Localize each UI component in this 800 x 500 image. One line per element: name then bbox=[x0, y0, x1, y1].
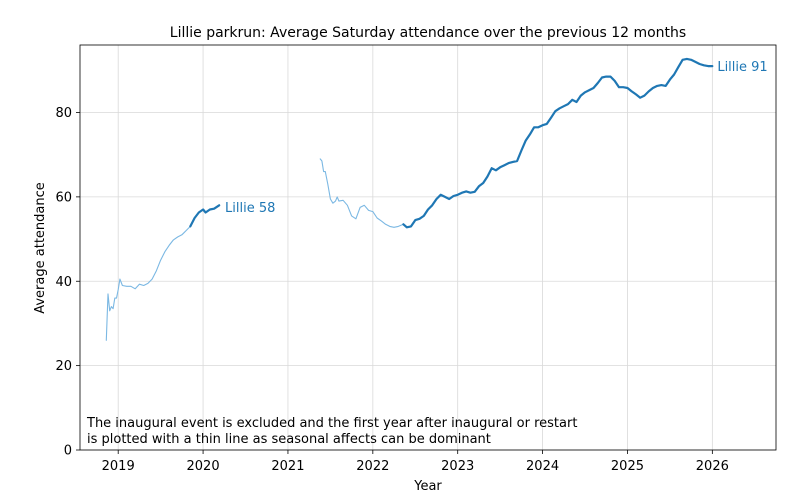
y-axis-label: Average attendance bbox=[33, 182, 48, 314]
annotation-label: Lillie 91 bbox=[717, 60, 767, 75]
x-tick-label: 2022 bbox=[356, 459, 389, 474]
chart-note-line-2: is plotted with a thin line as seasonal … bbox=[87, 432, 491, 447]
x-axis-label: Year bbox=[413, 479, 442, 494]
annotation-label: Lillie 58 bbox=[225, 201, 275, 216]
x-tick-label: 2021 bbox=[271, 459, 304, 474]
y-tick-label: 60 bbox=[55, 190, 72, 205]
series-line-1-thick bbox=[189, 204, 221, 228]
x-tick-label: 2024 bbox=[526, 459, 559, 474]
chart-annotations: Lillie 58 Lillie 91 bbox=[225, 60, 768, 216]
x-tick-label: 2020 bbox=[187, 459, 220, 474]
x-tick-label: 2026 bbox=[696, 459, 729, 474]
x-tick-label: 2025 bbox=[611, 459, 644, 474]
series-line-2-thin bbox=[319, 158, 404, 228]
series-line-3-thick bbox=[402, 57, 714, 229]
x-tick-label: 2023 bbox=[441, 459, 474, 474]
series-line-0-thin bbox=[105, 225, 191, 341]
y-tick-label: 80 bbox=[55, 106, 72, 121]
series-lines bbox=[105, 57, 714, 341]
y-tick-label: 20 bbox=[55, 359, 72, 374]
y-tick-label: 40 bbox=[55, 275, 72, 290]
chart-note-line-1: The inaugural event is excluded and the … bbox=[86, 416, 577, 431]
axes-frame bbox=[79, 44, 777, 451]
x-axis-ticks: 2019 2020 2021 2022 2023 2024 2025 2026 bbox=[102, 450, 729, 474]
chart-title: Lillie parkrun: Average Saturday attenda… bbox=[170, 25, 686, 41]
y-tick-label: 0 bbox=[64, 444, 72, 459]
y-axis-ticks: 0 20 40 60 80 bbox=[55, 106, 80, 459]
x-tick-label: 2019 bbox=[102, 459, 135, 474]
